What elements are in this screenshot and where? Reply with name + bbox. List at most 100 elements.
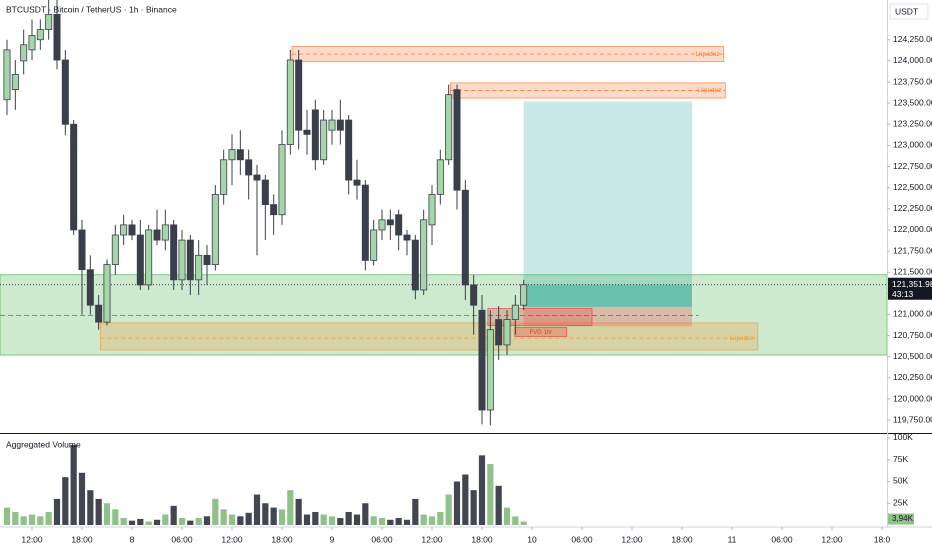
zone-label: Liquidez bbox=[695, 51, 719, 58]
y-tick-label: 124,250.00 bbox=[893, 34, 932, 44]
y-tick-label: 122,500.00 bbox=[893, 182, 932, 192]
candle-body bbox=[345, 119, 353, 181]
volume-bar bbox=[145, 521, 152, 525]
x-tick-label: 11 bbox=[728, 534, 737, 544]
y-tick-label: 120,250.00 bbox=[893, 372, 932, 382]
candle-body bbox=[195, 254, 203, 281]
volume-tick-label: 25K bbox=[893, 497, 908, 507]
volume-bar bbox=[120, 518, 127, 525]
candle-body bbox=[428, 194, 436, 226]
candle-body bbox=[120, 224, 128, 236]
y-tick-label: 119,750.00 bbox=[893, 414, 932, 424]
volume-bar bbox=[520, 521, 527, 525]
volume-bar bbox=[462, 474, 469, 525]
volume-tick-label: 50K bbox=[893, 476, 908, 486]
x-tick-label: 06:00 bbox=[771, 534, 793, 544]
candle-body bbox=[403, 234, 411, 241]
volume-bar bbox=[95, 498, 102, 525]
volume-bar bbox=[303, 514, 311, 525]
candle-body bbox=[353, 179, 361, 186]
volume-bar bbox=[445, 494, 452, 525]
volume-bar bbox=[378, 518, 386, 525]
zone-label: Liquidez bbox=[697, 87, 721, 94]
candle-body bbox=[461, 189, 469, 286]
candle-body bbox=[220, 159, 228, 195]
volume-bar bbox=[295, 498, 302, 525]
zone-label: FVG 1hr bbox=[529, 330, 552, 336]
volume-bar bbox=[70, 444, 77, 525]
x-tick-label: 8 bbox=[130, 534, 135, 544]
candle-body bbox=[320, 119, 328, 161]
volume-bar bbox=[278, 509, 286, 525]
currency-box[interactable] bbox=[889, 3, 929, 20]
candle-body bbox=[328, 119, 336, 131]
volume-bar bbox=[412, 498, 419, 525]
profit-zone bbox=[523, 101, 692, 307]
profit-progress bbox=[523, 284, 692, 307]
volume-bar bbox=[495, 485, 502, 525]
candle-body bbox=[236, 149, 244, 161]
volume-bar bbox=[78, 472, 86, 525]
candle-body bbox=[36, 29, 44, 41]
candle-body bbox=[161, 224, 169, 241]
x-tick-label: 18:00 bbox=[71, 534, 93, 544]
volume-bar bbox=[370, 516, 377, 525]
candle-body bbox=[503, 319, 511, 346]
volume-bar bbox=[187, 520, 194, 525]
candle-body bbox=[253, 174, 261, 181]
volume-bar bbox=[28, 514, 36, 525]
volume-bar bbox=[420, 514, 427, 525]
volume-bar bbox=[453, 481, 461, 525]
candle-body bbox=[303, 129, 311, 135]
x-tick-label: 12:00 bbox=[621, 534, 643, 544]
candle-body bbox=[336, 119, 344, 131]
volume-bar bbox=[487, 464, 494, 525]
volume-bar bbox=[203, 516, 211, 525]
volume-bar bbox=[345, 511, 352, 525]
x-tick-label: 12:00 bbox=[221, 534, 243, 544]
countdown-label: 43:13 bbox=[892, 289, 914, 299]
candle-body bbox=[445, 94, 453, 161]
volume-bar bbox=[153, 519, 161, 525]
volume-bar bbox=[245, 512, 252, 525]
candle-body bbox=[111, 234, 119, 266]
candle-body bbox=[270, 204, 278, 216]
volume-bar bbox=[320, 514, 327, 525]
volume-bar bbox=[162, 514, 169, 525]
last-volume-box bbox=[888, 513, 914, 525]
last-volume-label: 3,94K bbox=[892, 514, 914, 523]
y-tick-label: 122,750.00 bbox=[893, 161, 932, 171]
volume-bar bbox=[403, 519, 411, 525]
volume-bar bbox=[270, 507, 277, 525]
volume-bar bbox=[470, 490, 477, 525]
candle-body bbox=[495, 319, 503, 346]
candle-body bbox=[470, 284, 478, 306]
y-tick-label: 120,750.00 bbox=[893, 330, 932, 340]
candle-body bbox=[228, 149, 236, 161]
candle-body bbox=[261, 179, 269, 205]
volume-bar bbox=[228, 514, 236, 525]
volume-bar bbox=[112, 509, 119, 525]
volume-bar bbox=[170, 505, 177, 525]
candle-body bbox=[170, 224, 178, 281]
candle-body bbox=[153, 229, 161, 241]
volume-bar bbox=[428, 516, 436, 525]
currency: USDT bbox=[895, 6, 918, 16]
candle-body bbox=[178, 239, 186, 281]
candle-body bbox=[520, 284, 528, 306]
y-tick-label: 121,750.00 bbox=[893, 245, 932, 255]
volume-bar bbox=[512, 516, 519, 525]
candle-body bbox=[95, 304, 103, 323]
volume-bar bbox=[62, 477, 69, 525]
x-tick-label: 12:00 bbox=[421, 534, 443, 544]
candle-body bbox=[311, 109, 319, 161]
y-tick-label: 124,000.00 bbox=[893, 55, 932, 65]
volume-bar bbox=[195, 518, 202, 525]
x-tick-label: 10 bbox=[527, 534, 537, 544]
y-tick-label: 122,250.00 bbox=[893, 203, 932, 213]
x-tick-label: 9 bbox=[330, 534, 335, 544]
y-tick-label: 121,000.00 bbox=[893, 309, 932, 319]
